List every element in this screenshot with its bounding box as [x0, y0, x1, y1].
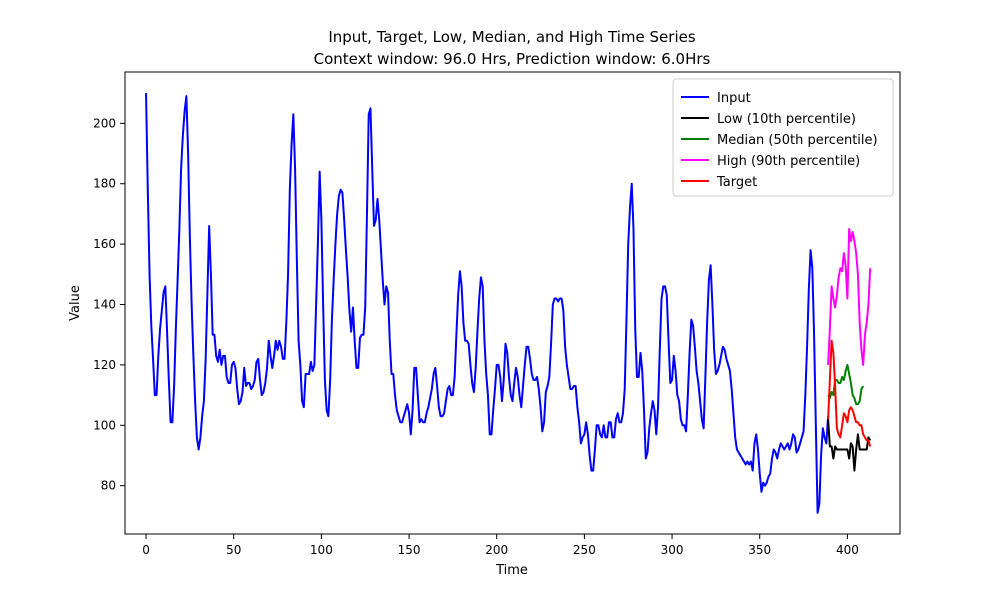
legend-label-low-10th-percentile: Low (10th percentile) — [717, 112, 856, 127]
x-axis-label: Time — [495, 563, 528, 578]
x-axis: 0 50 100 150 200 250 300 350 400 — [142, 534, 859, 557]
x-tick-label: 150 — [398, 543, 421, 557]
x-tick-label: 100 — [310, 543, 333, 557]
series-line-input — [145, 93, 830, 514]
y-axis: 80 100 120 140 160 180 200 — [93, 116, 125, 493]
x-tick-label: 300 — [661, 543, 684, 557]
x-tick-label: 200 — [485, 543, 508, 557]
series-line-median-50th-percentile — [827, 363, 865, 406]
y-tick-label: 100 — [93, 418, 116, 432]
legend: Input Low (10th percentile) Median (50th p… — [672, 78, 894, 197]
x-tick-label: 0 — [142, 543, 150, 557]
y-tick-label: 200 — [93, 116, 116, 130]
x-tick-label: 250 — [573, 543, 596, 557]
legend-label-target: Target — [716, 175, 757, 190]
x-tick-label: 400 — [836, 543, 859, 557]
y-tick-label: 160 — [93, 237, 116, 251]
chart-title: Input, Target, Low, Median, and High Tim… — [328, 28, 696, 46]
series-line-target — [827, 339, 872, 447]
series-line-low-10th-percentile — [827, 419, 872, 472]
x-tick-label: 50 — [226, 543, 241, 557]
legend-label-high-90th-percentile: High (90th percentile) — [717, 154, 860, 169]
x-tick-label: 350 — [748, 543, 771, 557]
y-tick-label: 180 — [93, 177, 116, 191]
series-line-high-90th-percentile — [827, 228, 872, 366]
y-axis-label: Value — [68, 285, 83, 321]
legend-box — [672, 78, 894, 197]
y-tick-label: 80 — [101, 479, 116, 493]
y-tick-label: 140 — [93, 298, 116, 312]
legend-label-input: Input — [717, 91, 751, 106]
legend-label-median-50th-percentile: Median (50th percentile) — [717, 133, 878, 148]
y-tick-label: 120 — [93, 358, 116, 372]
chart-subtitle: Context window: 96.0 Hrs, Prediction win… — [314, 50, 711, 68]
series-layer — [145, 93, 872, 514]
plot-frame — [124, 71, 901, 535]
